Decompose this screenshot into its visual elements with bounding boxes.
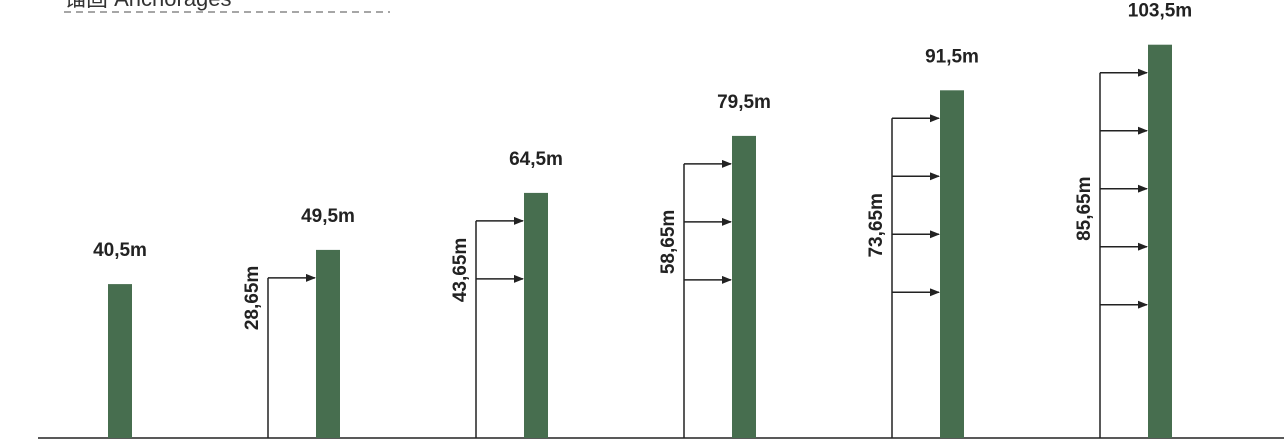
anchor-ties: [891, 114, 940, 438]
masts-group: 40,5m 49,5m 28,65m 64,5m 43,65m 79,5m 58,65m 91…: [93, 1, 1192, 439]
anchor-ties: [683, 159, 732, 438]
mast-bar: [524, 192, 548, 438]
mast-height-label: 49,5m: [301, 206, 355, 227]
mast-1: 40,5m: [93, 240, 147, 438]
mast-5: 91,5m 73,65m: [866, 46, 979, 439]
mast-bar: [732, 135, 756, 438]
mast-bar: [940, 90, 964, 439]
mast-height-label: 40,5m: [93, 240, 147, 261]
mast-height-label: 64,5m: [509, 149, 563, 170]
anchor-height-label: 43,65m: [450, 238, 471, 302]
page-title: 锚固 Anchorages: [64, 0, 232, 11]
anchor-height-label: 85,65m: [1074, 176, 1095, 240]
anchor-ties: [267, 273, 316, 438]
anchor-height-label: 58,65m: [658, 210, 679, 274]
anchor-height-label: 28,65m: [242, 266, 263, 330]
anchor-ties: [1099, 68, 1148, 438]
mast-height-label: 79,5m: [717, 92, 771, 113]
mast-2: 49,5m 28,65m: [242, 206, 355, 438]
mast-height-label: 103,5m: [1128, 1, 1192, 22]
mast-bar: [316, 249, 340, 438]
mast-3: 64,5m 43,65m: [450, 149, 563, 438]
mast-4: 79,5m 58,65m: [658, 92, 771, 438]
mast-6: 103,5m 85,65m: [1074, 1, 1192, 438]
anchor-height-label: 73,65m: [866, 193, 887, 257]
mast-bar: [108, 284, 132, 438]
mast-height-label: 91,5m: [925, 46, 979, 67]
mast-bar: [1148, 44, 1172, 438]
anchor-ties: [475, 216, 524, 438]
